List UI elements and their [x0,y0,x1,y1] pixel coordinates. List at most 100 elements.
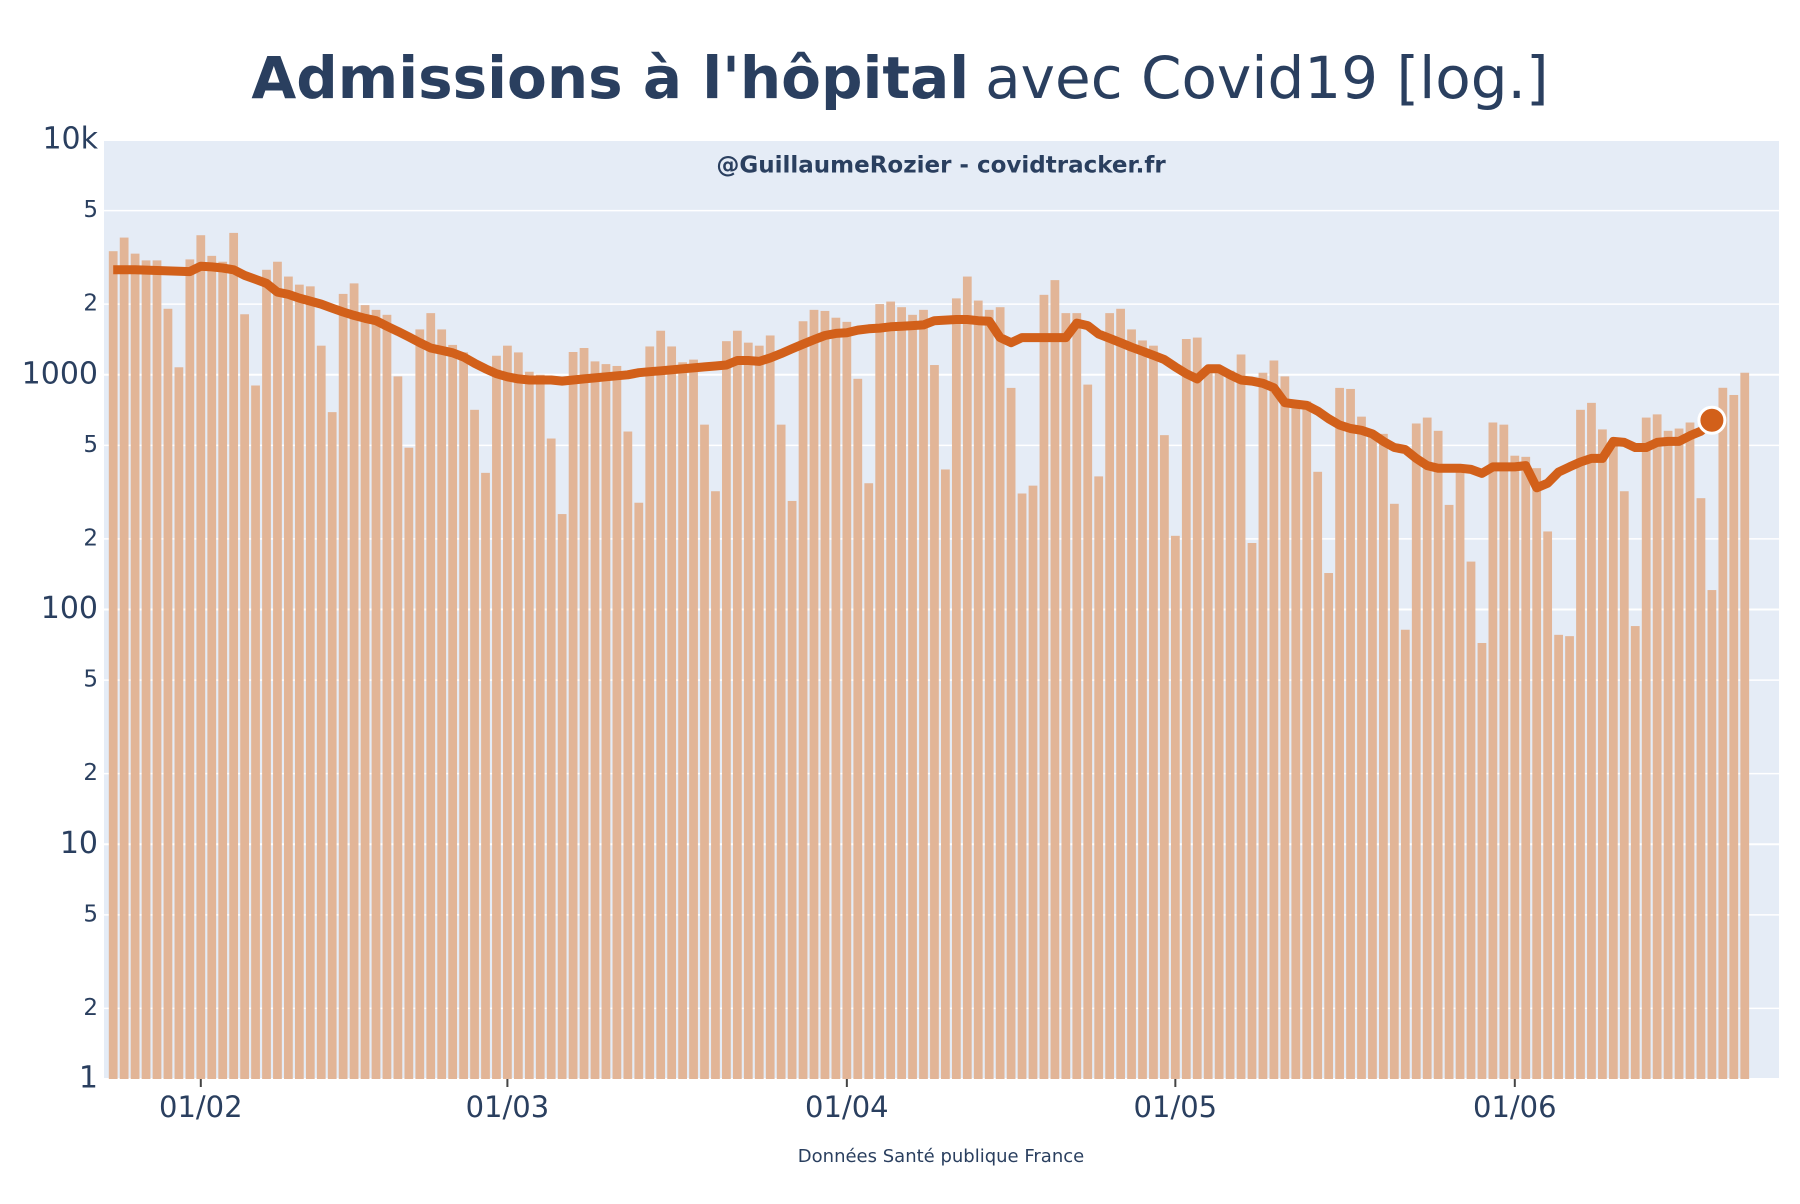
bar [338,293,348,1079]
bar [1576,409,1585,1079]
bar [1411,423,1421,1079]
bar [163,308,173,1079]
moving-average-line [113,261,1716,493]
bar [141,260,151,1079]
bar [1346,388,1355,1079]
bar [1696,498,1706,1079]
bar [1258,372,1268,1080]
bar [1028,485,1038,1079]
y-tick-label: 5 [83,197,98,223]
bar [218,261,228,1080]
bar [1357,416,1366,1080]
bar [1050,280,1060,1080]
y-tick-label: 10 [60,826,98,861]
bar [1499,424,1509,1079]
bar [1543,531,1553,1079]
bar [437,329,447,1079]
bar [185,259,195,1079]
bar [820,310,830,1079]
bar [196,235,206,1079]
bar [1641,417,1651,1079]
bar [349,283,359,1079]
bar [1729,394,1739,1080]
bar [590,361,600,1079]
bar [1554,634,1563,1079]
bar [722,341,731,1080]
bar [579,348,589,1079]
y-tick-label: 100 [41,591,98,626]
title-bold: Admissions à l'hôpital [251,44,969,112]
bar [1105,313,1115,1079]
bar [1225,370,1235,1079]
x-tick-label: 01/02 [159,1090,243,1124]
bar [1203,367,1213,1079]
bar [273,261,282,1080]
bar [667,346,677,1079]
bar [645,346,655,1079]
bar [864,483,874,1080]
annotation: @GuillaumeRozier - covidtracker.fr [716,153,1166,179]
bar [240,314,249,1079]
bar [1379,433,1388,1079]
bar [1313,471,1323,1079]
bar [1663,430,1673,1079]
bar [1083,384,1093,1079]
chart-title: Admissions à l'hôpital avec Covid19 [log.… [251,44,1548,112]
bar [174,367,184,1079]
bar [1674,428,1684,1079]
x-tick-label: 01/05 [1134,1090,1218,1124]
bar [897,307,906,1079]
bar [262,269,271,1079]
bar [470,409,479,1079]
bar [1532,468,1542,1080]
bar [1521,456,1531,1079]
y-tick-label: 2 [83,525,98,551]
bar [1170,535,1180,1079]
x-tick-label: 01/04 [805,1090,889,1124]
bar [1740,372,1750,1080]
bar [492,355,501,1079]
bar [1630,626,1640,1079]
bar [1214,372,1224,1080]
bar [886,301,896,1079]
bar [973,300,983,1080]
bar [1510,455,1520,1079]
bar [700,424,709,1079]
bar [371,309,381,1079]
bar [809,309,819,1079]
bar [1006,387,1016,1079]
end-marker [1697,405,1727,435]
bar [634,502,644,1079]
bar [1269,360,1279,1079]
bar [1335,387,1344,1079]
bar [1236,354,1246,1079]
bar [765,335,775,1079]
bar [1291,400,1301,1079]
plot-area [104,139,1779,1080]
bar [689,359,698,1079]
bar [305,286,315,1079]
bar [601,364,611,1079]
y-tick-label: 5 [83,901,98,927]
bar [732,330,742,1080]
bar [327,412,337,1079]
bar [1017,493,1027,1080]
bar [951,298,961,1079]
bar [481,472,490,1080]
bar [612,365,622,1080]
bar [568,352,578,1079]
bar [743,342,753,1079]
bar [1718,387,1728,1079]
bar [415,329,425,1079]
bar [798,321,808,1079]
bar [1466,561,1476,1079]
bar [842,321,852,1079]
bar [360,305,370,1079]
bar [1324,573,1334,1079]
bar [995,307,1005,1079]
bar [503,345,512,1079]
bar [1280,376,1290,1079]
bar [1302,401,1312,1079]
